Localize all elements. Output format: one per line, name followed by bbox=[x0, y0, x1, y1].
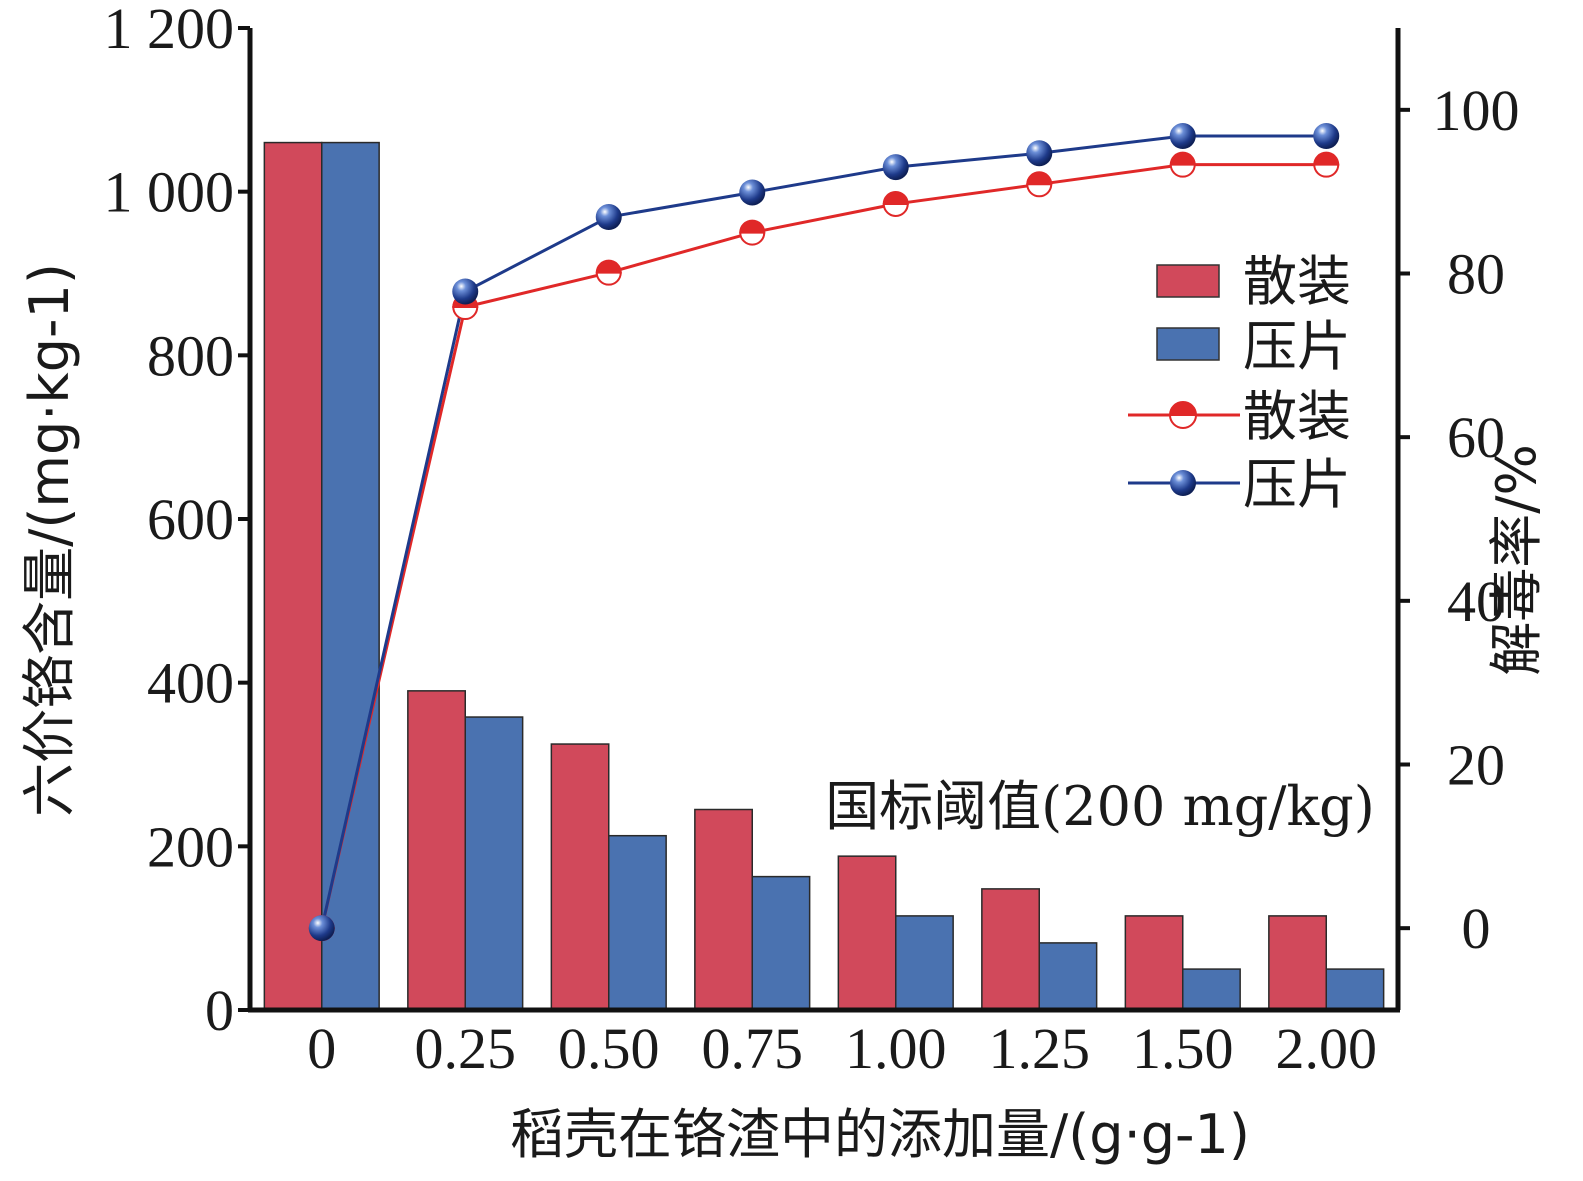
marker-bulk-3 bbox=[739, 219, 766, 246]
marker-pressed-7 bbox=[1313, 123, 1340, 150]
marker-pressed-6 bbox=[1169, 123, 1196, 150]
legend-swatch-bar-bulk bbox=[1156, 264, 1220, 298]
legend-marker-bulk bbox=[1168, 401, 1198, 429]
bar-pressed-3 bbox=[751, 875, 811, 1011]
marker-bulk-5 bbox=[1026, 171, 1053, 198]
right-tick-label-5: 100 bbox=[1433, 78, 1520, 143]
x-axis-title: 稻壳在铬渣中的添加量/(g·g-1) bbox=[510, 1103, 1250, 1166]
left-tick-label-3: 600 bbox=[147, 487, 234, 552]
left-tick-label-5: 1 000 bbox=[104, 160, 235, 225]
left-axis-ticks: 0 200 400 600 800 1 000 1 200 bbox=[104, 0, 250, 1043]
bar-bulk-4 bbox=[837, 855, 897, 1011]
x-axis-ticks: 0 0.25 0.50 0.75 1.00 1.25 1.50 2.00 bbox=[307, 1016, 1377, 1081]
legend-label-bar-pressed: 压片 bbox=[1243, 315, 1351, 378]
x-tick-label-0: 0 bbox=[307, 1016, 336, 1081]
marker-pressed-1 bbox=[452, 278, 479, 305]
right-tick-label-0: 0 bbox=[1462, 896, 1491, 961]
right-tick-label-2: 40 bbox=[1447, 569, 1505, 634]
right-axis-ticks: 0 20 40 60 80 100 bbox=[1398, 78, 1520, 961]
left-tick-label-0: 0 bbox=[205, 978, 234, 1043]
bar-bulk-7 bbox=[1268, 915, 1327, 1011]
marker-pressed-3 bbox=[739, 179, 766, 206]
bar-bulk-0 bbox=[263, 141, 323, 1011]
x-tick-label-6: 1.50 bbox=[1132, 1016, 1234, 1081]
legend-marker-pressed bbox=[1170, 470, 1196, 496]
left-tick-label-2: 400 bbox=[147, 651, 234, 716]
right-axis-title: 解毒率/% bbox=[1485, 444, 1548, 676]
marker-pressed-5 bbox=[1026, 140, 1053, 167]
marker-pressed-0 bbox=[308, 915, 335, 942]
right-tick-label-1: 20 bbox=[1447, 733, 1505, 798]
bar-pressed-4 bbox=[895, 915, 954, 1011]
left-tick-label-4: 800 bbox=[147, 323, 234, 388]
marker-bulk-7 bbox=[1313, 151, 1340, 178]
marker-pressed-2 bbox=[595, 204, 622, 231]
marker-bulk-2 bbox=[595, 259, 622, 286]
bar-pressed-0 bbox=[321, 141, 380, 1011]
legend-swatch-bar-pressed bbox=[1156, 327, 1220, 361]
x-tick-label-1: 0.25 bbox=[415, 1016, 517, 1081]
legend-label-line-bulk: 散装 bbox=[1243, 385, 1351, 448]
x-tick-label-3: 0.75 bbox=[702, 1016, 804, 1081]
legend-label-bar-bulk: 散装 bbox=[1243, 250, 1351, 313]
bar-pressed-7 bbox=[1325, 968, 1385, 1011]
x-tick-label-5: 1.25 bbox=[989, 1016, 1091, 1081]
left-tick-label-6: 1 200 bbox=[104, 0, 235, 61]
line-pressed bbox=[320, 134, 1327, 929]
lines-layer bbox=[308, 123, 1340, 942]
bar-bulk-1 bbox=[407, 690, 467, 1011]
marker-bulk-6 bbox=[1169, 151, 1196, 178]
bar-pressed-5 bbox=[1038, 942, 1098, 1011]
bar-bulk-2 bbox=[550, 743, 610, 1011]
x-tick-label-2: 0.50 bbox=[558, 1016, 660, 1081]
bar-bulk-5 bbox=[981, 888, 1040, 1011]
x-tick-label-4: 1.00 bbox=[845, 1016, 947, 1081]
bar-bulk-3 bbox=[694, 808, 753, 1011]
bar-pressed-6 bbox=[1182, 968, 1241, 1011]
left-tick-label-1: 200 bbox=[147, 814, 234, 879]
x-tick-label-7: 2.00 bbox=[1276, 1016, 1378, 1081]
legend: 散装 压片 散装 压片 bbox=[1128, 250, 1351, 516]
marker-bulk-4 bbox=[882, 190, 909, 217]
bar-pressed-2 bbox=[608, 834, 667, 1011]
marker-pressed-4 bbox=[882, 154, 909, 181]
bar-bulk-6 bbox=[1124, 915, 1184, 1011]
left-axis-title: 六价铬含量/(mg·kg-1) bbox=[18, 263, 81, 817]
right-tick-label-4: 80 bbox=[1447, 242, 1505, 307]
legend-label-line-pressed: 压片 bbox=[1243, 453, 1351, 516]
threshold-annotation: 国标阈值(200 mg/kg) bbox=[825, 775, 1375, 838]
line-bulk bbox=[320, 163, 1327, 929]
bar-pressed-1 bbox=[464, 716, 524, 1011]
right-tick-label-3: 60 bbox=[1447, 405, 1505, 470]
